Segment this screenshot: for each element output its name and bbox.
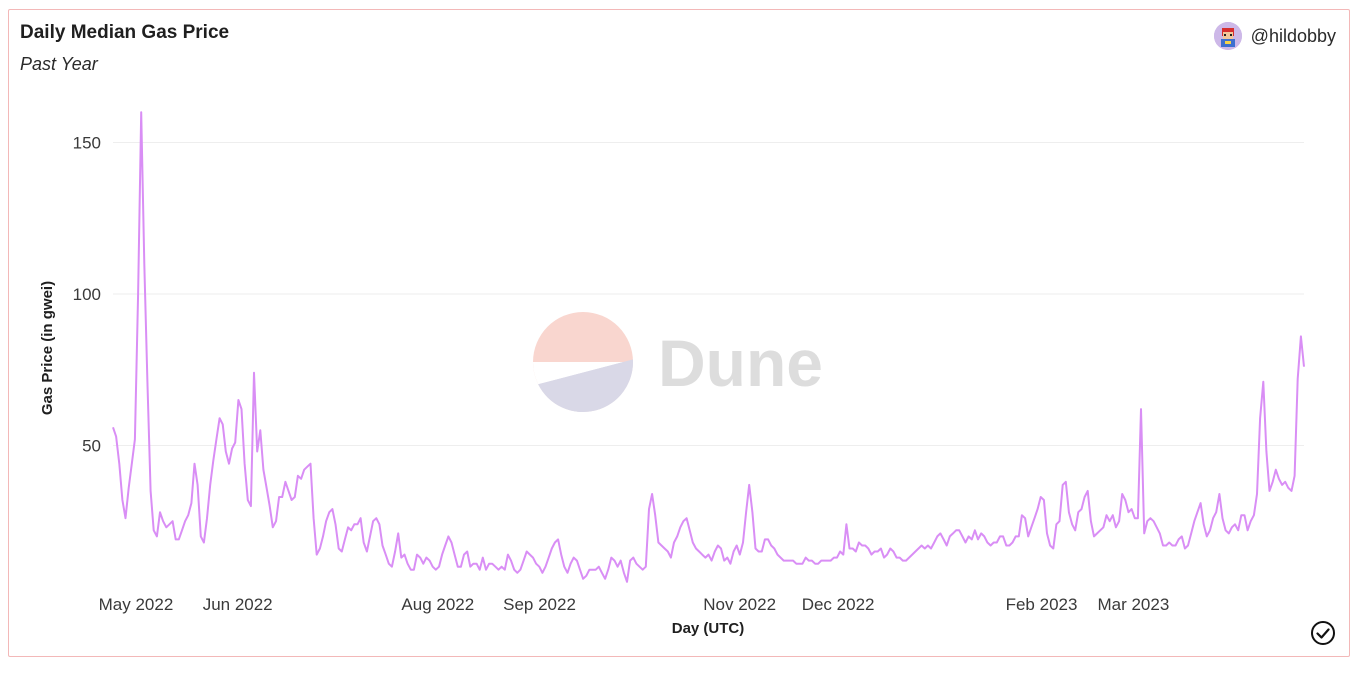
author-link[interactable]: @hildobby xyxy=(1213,22,1336,50)
grid-lines xyxy=(113,141,1304,446)
y-tick-label: 100 xyxy=(73,285,101,304)
avatar-icon xyxy=(1213,22,1242,50)
chart-title: Daily Median Gas Price xyxy=(20,22,230,43)
watermark-text: Dune xyxy=(658,326,823,400)
y-tick-label: 50 xyxy=(82,436,101,455)
x-tick-label: Jun 2022 xyxy=(203,595,273,614)
x-tick-label: Sep 2022 xyxy=(503,595,576,614)
x-tick-label: Aug 2022 xyxy=(401,595,474,614)
check-circle-icon[interactable] xyxy=(1310,620,1336,646)
y-tick-label: 150 xyxy=(73,133,101,152)
x-tick-label: Nov 2022 xyxy=(703,595,776,614)
x-tick-label: Dec 2022 xyxy=(802,595,875,614)
x-tick-label: May 2022 xyxy=(99,595,174,614)
y-axis-label: Gas Price (in gwei) xyxy=(39,281,56,415)
series-line xyxy=(112,111,1305,583)
y-axis-ticks: 50 100 150 xyxy=(73,133,101,455)
x-tick-label: Mar 2023 xyxy=(1097,595,1169,614)
x-axis-label: Day (UTC) xyxy=(672,620,745,637)
chart-subtitle: Past Year xyxy=(20,54,98,74)
author-name: @hildobby xyxy=(1250,25,1336,46)
x-axis-ticks: May 2022 Jun 2022 Aug 2022 Sep 2022 Nov 2022… xyxy=(99,595,1170,614)
watermark: Dune xyxy=(533,312,823,413)
chart-card: Daily Median Gas Price Past Year @hildob… xyxy=(8,9,1350,657)
x-tick-label: Feb 2023 xyxy=(1006,595,1078,614)
